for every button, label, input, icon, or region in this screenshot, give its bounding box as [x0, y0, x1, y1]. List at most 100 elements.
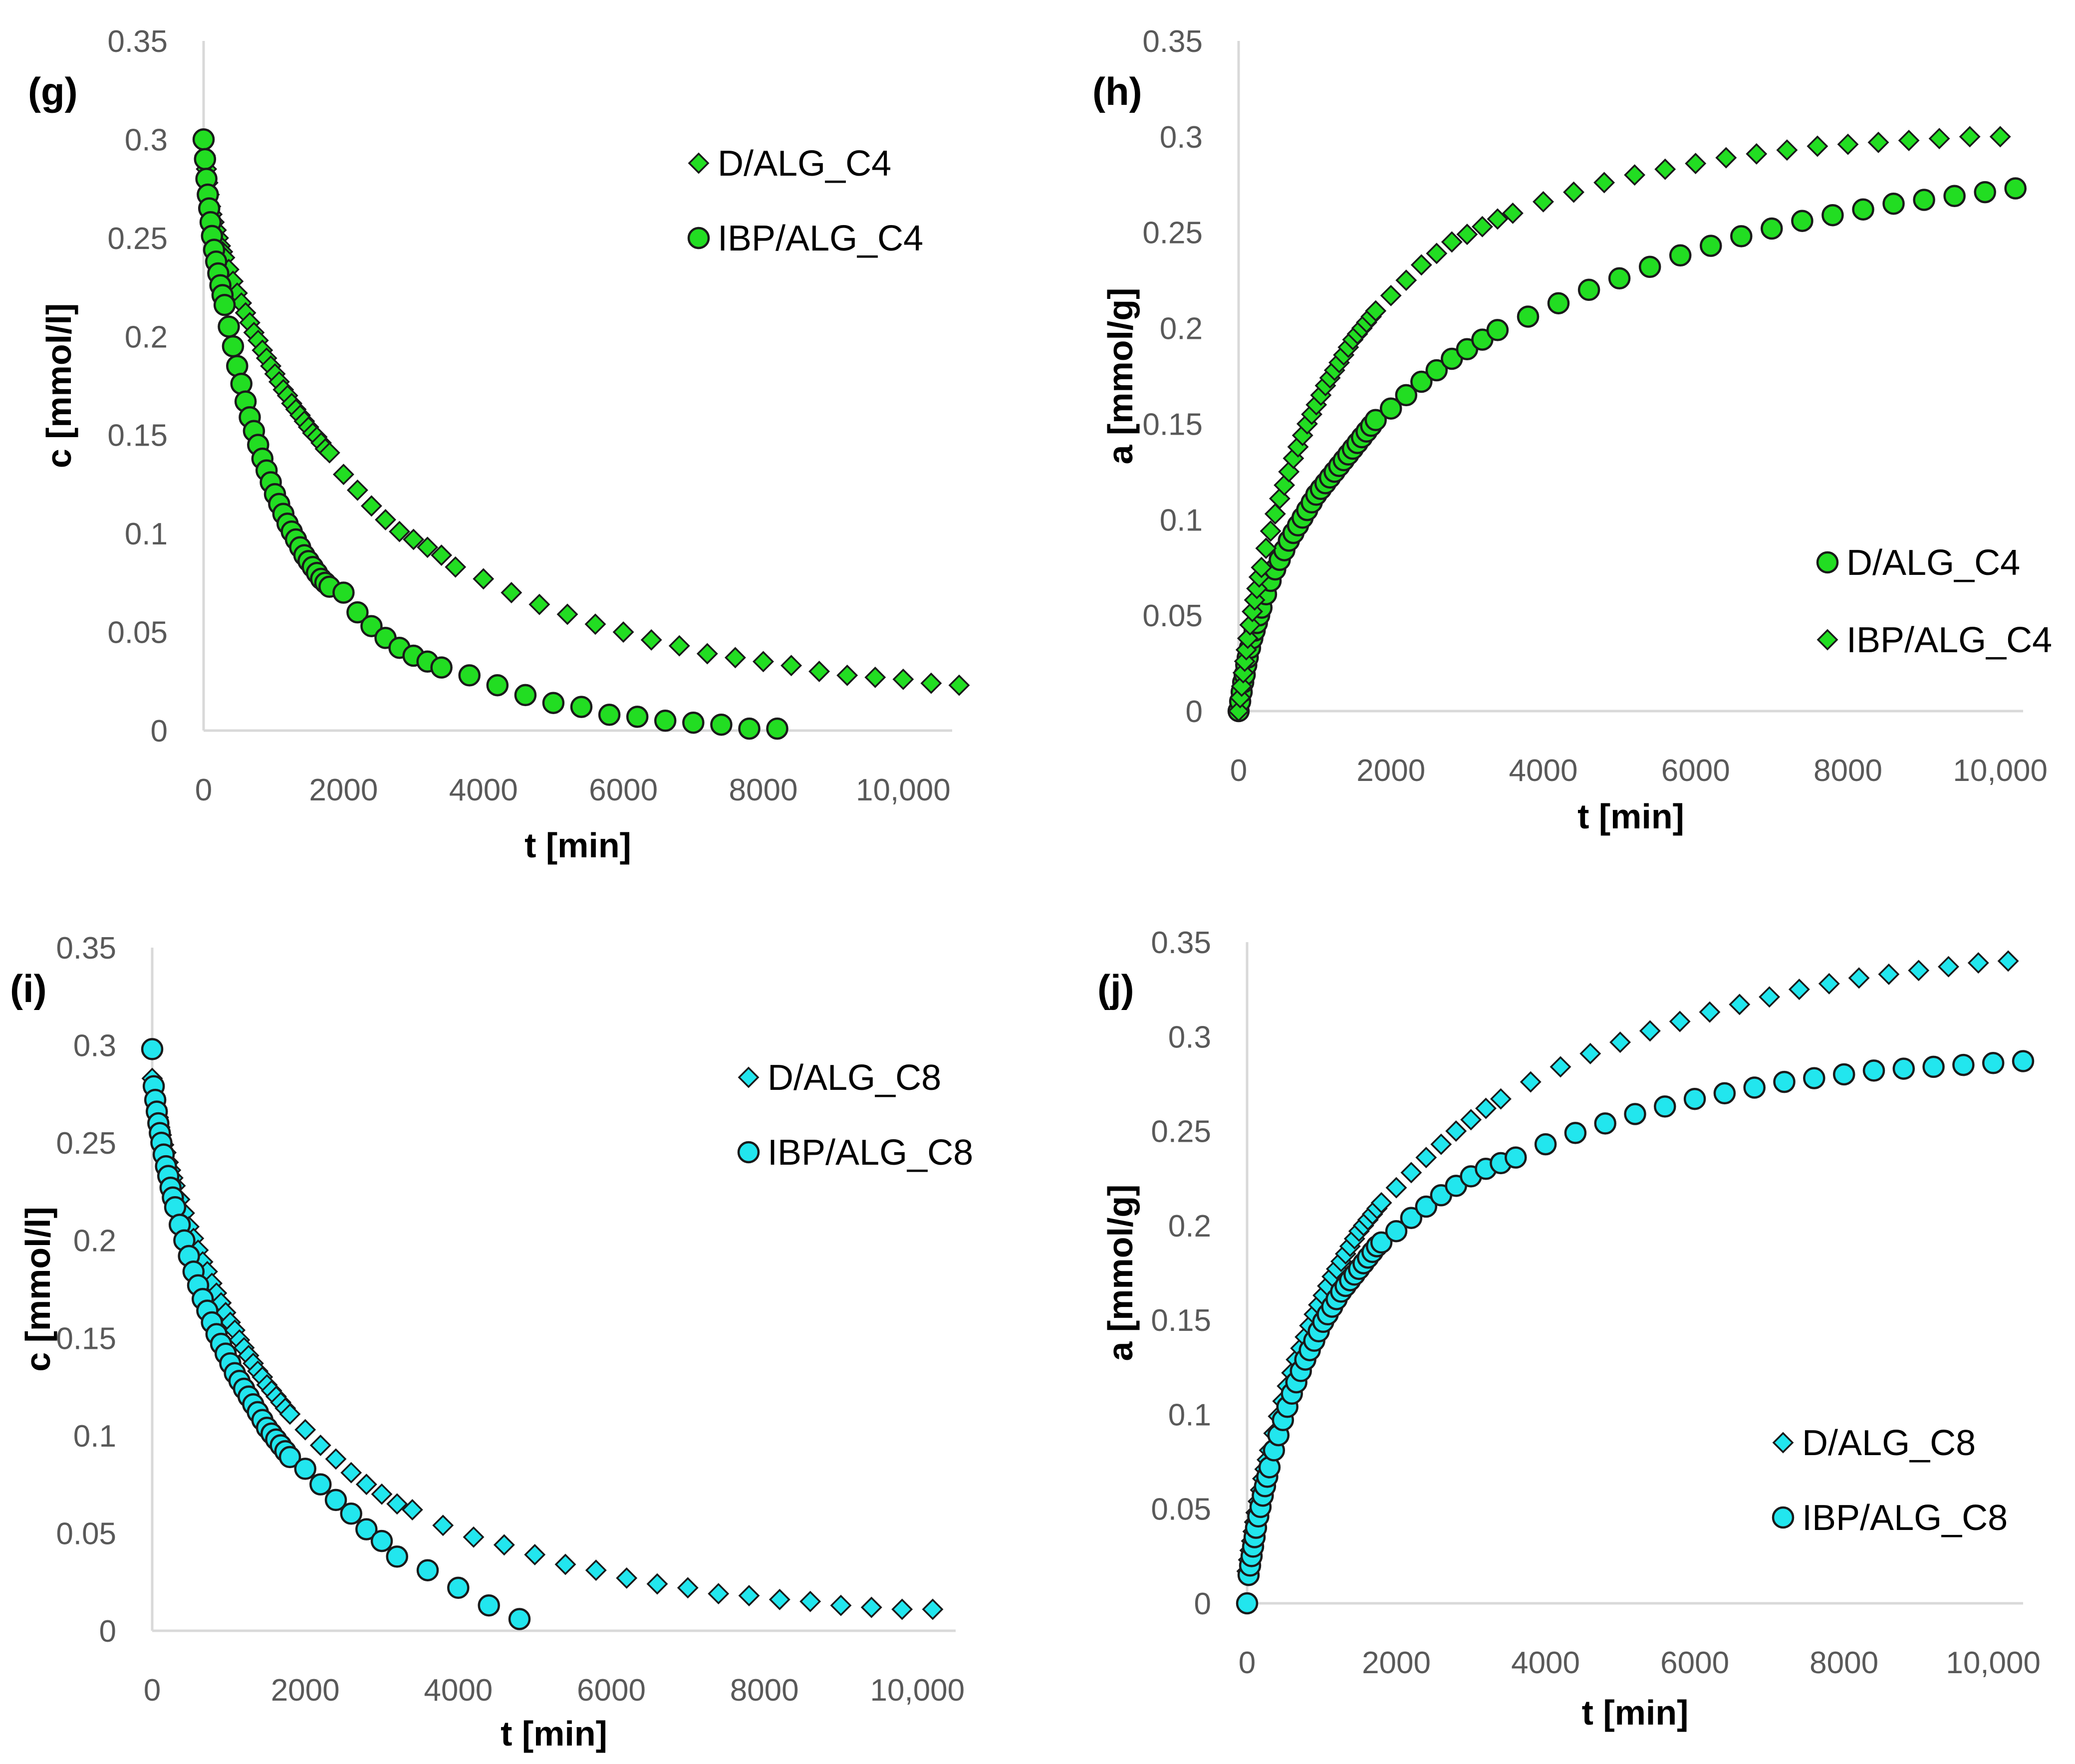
data-point	[1685, 153, 1707, 175]
x-tick-label: 6000	[577, 1673, 646, 1708]
data-point	[1264, 503, 1286, 525]
data-point	[1699, 1001, 1721, 1023]
y-tick-label: 0.1	[1160, 503, 1203, 537]
data-point	[1487, 208, 1509, 230]
data-point	[1380, 284, 1402, 306]
data-point	[514, 684, 537, 707]
data-point	[375, 509, 396, 530]
data-point	[922, 1598, 944, 1620]
y-axis-title: c [mmol/l]	[39, 303, 78, 469]
data-point	[626, 706, 649, 728]
data-point	[836, 664, 858, 686]
y-tick-label: 0	[151, 714, 168, 749]
legend-marker	[737, 1141, 760, 1164]
data-point	[401, 1499, 423, 1520]
data-point	[1882, 192, 1905, 215]
y-tick-label: 0.1	[125, 517, 168, 551]
data-point	[556, 603, 578, 625]
data-point	[1533, 191, 1554, 213]
data-point	[386, 1545, 408, 1568]
legend-label: D/ALG_C4	[718, 144, 891, 184]
data-point	[1943, 185, 1966, 208]
data-point	[430, 656, 453, 679]
legend-marker	[688, 152, 710, 174]
data-point	[1534, 1133, 1557, 1156]
y-tick-label: 0.15	[107, 419, 168, 453]
data-point	[780, 655, 802, 677]
data-point	[222, 335, 245, 358]
data-point	[1370, 1231, 1393, 1254]
data-point	[1594, 1112, 1616, 1135]
chart-svg-h: 0 0.05 0.1 0.15 0.2 0.25 0.3 0.35 0 2000 4000 6000 8…	[1092, 24, 2052, 836]
data-point	[1395, 384, 1418, 407]
data-point	[738, 717, 761, 740]
data-point	[1989, 126, 2011, 148]
data-point	[355, 1518, 378, 1540]
data-point	[1579, 1042, 1601, 1064]
data-point	[360, 615, 383, 637]
x-tick-label: 6000	[1660, 1646, 1729, 1680]
y-tick-label: 0.25	[107, 222, 168, 256]
data-point	[1502, 202, 1524, 224]
data-point	[708, 1583, 730, 1605]
data-point	[1669, 1010, 1691, 1032]
data-point	[1803, 1067, 1825, 1089]
data-point	[1743, 1076, 1766, 1099]
data-point	[860, 1596, 882, 1618]
x-tick-label: 10,000	[856, 773, 951, 807]
y-tick-label: 0.15	[1151, 1303, 1211, 1338]
legend-label: D/ALG_C4	[1846, 543, 2020, 583]
legend-marker	[1816, 629, 1838, 651]
series-IBP/ALG_C4	[192, 128, 788, 740]
data-point	[346, 479, 368, 501]
chart-panel-h: 0 0.05 0.1 0.15 0.2 0.25 0.3 0.35 0 2000 4000 6000 8…	[1038, 0, 2075, 882]
y-tick-label: 0.05	[56, 1516, 116, 1551]
data-point	[340, 1462, 362, 1484]
y-tick-label: 0.05	[1151, 1493, 1211, 1527]
data-point	[309, 1434, 331, 1456]
data-point	[294, 1419, 316, 1441]
x-tick-label: 6000	[589, 773, 658, 807]
data-point	[1255, 537, 1277, 559]
data-point	[1410, 254, 1432, 276]
data-point	[1228, 700, 1250, 722]
data-point	[1460, 1109, 1482, 1131]
data-point	[1237, 627, 1259, 649]
x-tick-label: 10,000	[870, 1673, 965, 1708]
y-tick-label: 0.3	[125, 123, 168, 157]
x-tick-label: 8000	[1810, 1646, 1878, 1680]
data-point	[1415, 1195, 1438, 1218]
data-point	[1669, 244, 1692, 267]
data-point	[1456, 224, 1478, 246]
data-point	[332, 464, 354, 486]
legend-marker	[1816, 551, 1839, 574]
x-tick-label: 0	[1239, 1646, 1256, 1680]
data-point	[1892, 1057, 1915, 1080]
data-point	[1639, 1020, 1661, 1042]
data-point	[1236, 1592, 1259, 1615]
legend: D/ALG_C8 IBP/ALG_C8	[737, 1058, 973, 1173]
data-point	[616, 1567, 638, 1589]
data-point	[1400, 1207, 1423, 1229]
data-point	[355, 1474, 377, 1496]
data-point	[279, 1403, 301, 1425]
data-point	[346, 601, 369, 624]
data-point	[864, 666, 886, 688]
data-point	[218, 315, 240, 338]
data-point	[371, 1483, 393, 1505]
y-tick-label: 0.15	[56, 1321, 116, 1356]
x-tick-label: 0	[1230, 754, 1247, 788]
data-point	[677, 1577, 699, 1599]
data-point	[948, 674, 970, 696]
data-point	[1791, 210, 1814, 232]
data-point	[738, 1585, 760, 1607]
data-point	[766, 717, 788, 740]
data-point	[1997, 950, 2019, 972]
data-point	[1683, 1087, 1706, 1110]
y-tick-label: 0.05	[1142, 599, 1203, 633]
data-point	[416, 1559, 439, 1581]
panel-label: (i)	[10, 967, 47, 1010]
legend-label: IBP/ALG_C8	[1802, 1498, 2008, 1538]
x-axis-title: t [min]	[501, 1714, 607, 1753]
y-tick-label: 0.25	[1151, 1115, 1211, 1149]
